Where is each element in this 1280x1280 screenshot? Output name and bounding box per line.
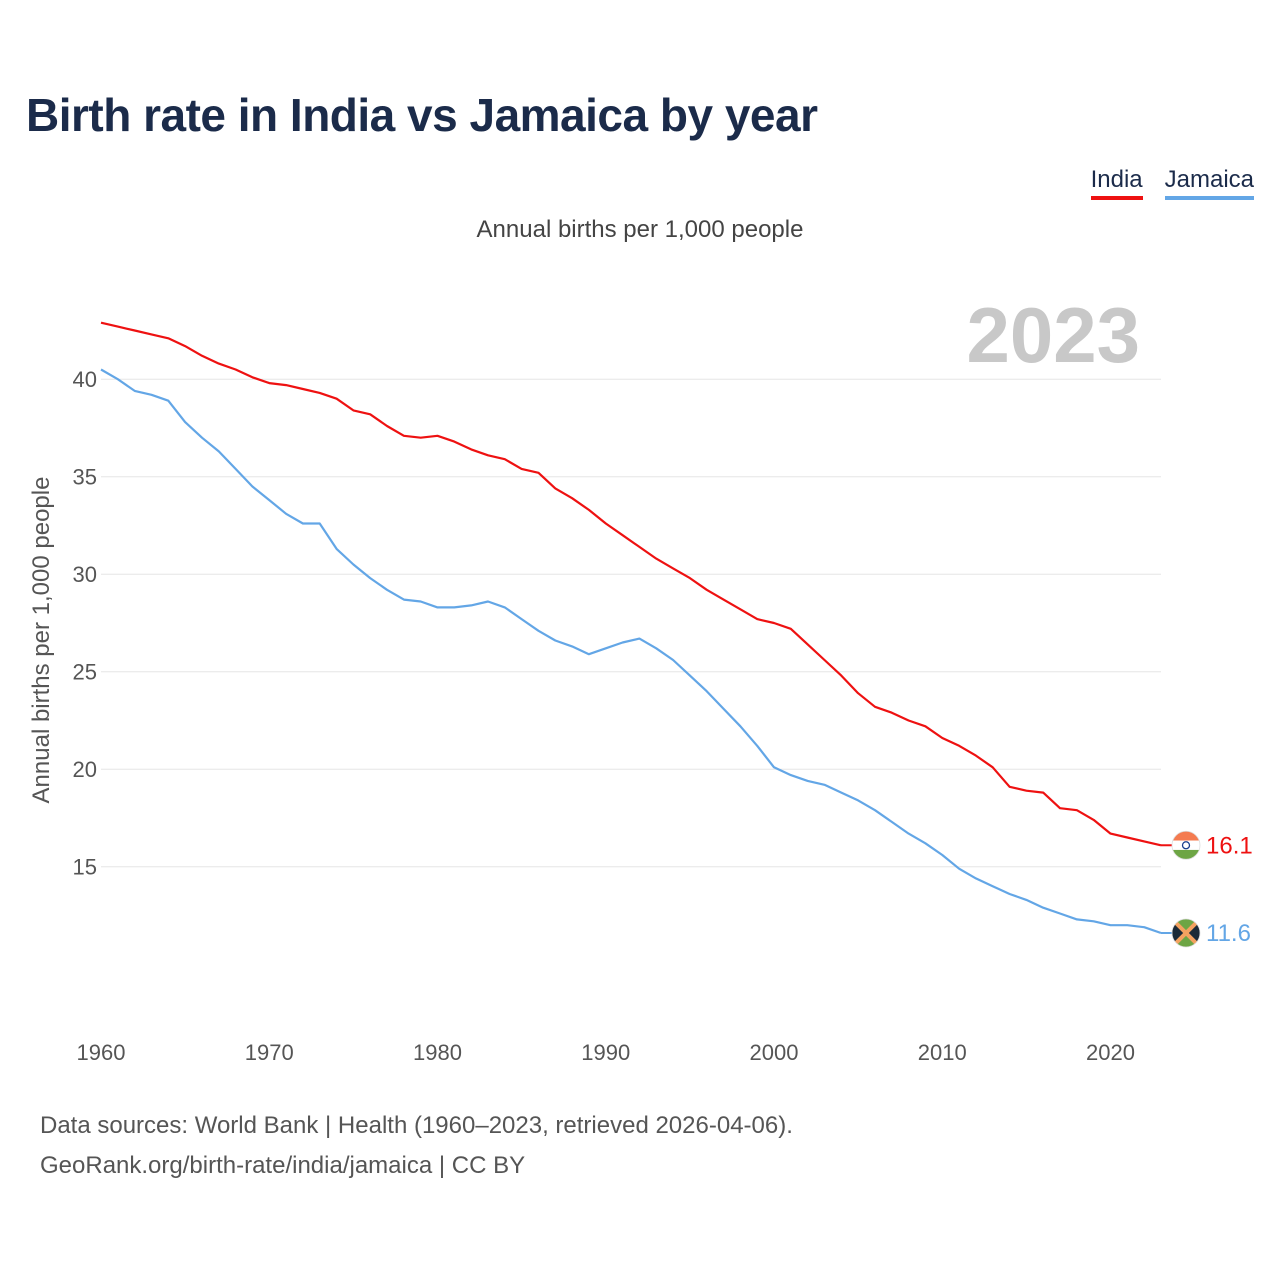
series-lines	[100, 321, 1162, 935]
x-axis-ticks: 1960 1970 1980 1990 2000 2010 2020	[77, 1040, 1135, 1065]
series-line-india	[100, 321, 1162, 847]
jamaica-flag-icon	[1171, 918, 1201, 948]
x-tick-label: 1990	[581, 1040, 630, 1065]
footer: Data sources: World Bank | Health (1960–…	[40, 1106, 793, 1186]
y-tick-label: 20	[73, 757, 97, 782]
y-tick-label: 15	[73, 855, 97, 880]
legend-item-jamaica[interactable]: Jamaica	[1164, 166, 1254, 200]
y-tick-label: 25	[73, 660, 97, 685]
x-tick-label: 1970	[245, 1040, 294, 1065]
year-watermark: 2023	[966, 291, 1140, 379]
gridlines	[101, 378, 1161, 868]
chart-title: Birth rate in India vs Jamaica by year	[26, 89, 818, 141]
india-flag-icon	[1171, 830, 1201, 860]
y-tick-label: 40	[73, 367, 97, 392]
end-labels: 16.1 11.6	[1161, 830, 1253, 948]
data-source-text: Data sources: World Bank | Health (1960–…	[40, 1112, 793, 1139]
legend: India Jamaica	[1090, 166, 1254, 200]
x-tick-label: 1960	[77, 1040, 126, 1065]
x-tick-label: 2020	[1086, 1040, 1135, 1065]
source-link[interactable]: GeoRank.org/birth-rate/india/jamaica | C…	[40, 1152, 526, 1179]
x-tick-label: 2000	[750, 1040, 799, 1065]
legend-item-india[interactable]: India	[1090, 166, 1143, 200]
chart-subtitle: Annual births per 1,000 people	[476, 216, 804, 243]
y-axis-ticks: 15 20 25 30 35 40	[73, 367, 97, 879]
x-tick-label: 2010	[918, 1040, 967, 1065]
x-tick-label: 1980	[413, 1040, 462, 1065]
series-line-jamaica	[100, 368, 1162, 935]
y-tick-label: 35	[73, 465, 97, 490]
end-value-label-jamaica: 11.6	[1206, 920, 1251, 947]
end-value-label-india: 16.1	[1206, 832, 1253, 859]
y-tick-label: 30	[73, 562, 97, 587]
